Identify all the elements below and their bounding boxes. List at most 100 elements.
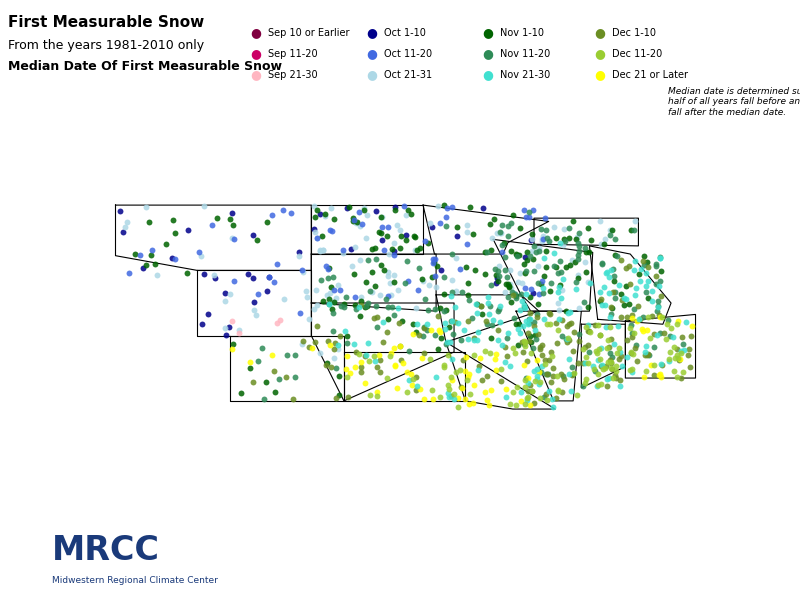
Point [218, 323, 231, 333]
Point [642, 312, 654, 322]
Point [533, 379, 546, 389]
Point [518, 252, 531, 262]
Point [258, 394, 270, 403]
Point [580, 352, 593, 362]
Point [611, 322, 624, 331]
Point [337, 245, 350, 255]
Polygon shape [534, 218, 638, 246]
Polygon shape [230, 335, 344, 401]
Point [471, 328, 484, 337]
Text: Dec 11-20: Dec 11-20 [612, 49, 662, 59]
Point [438, 289, 450, 299]
Point [496, 240, 509, 250]
Point [642, 349, 654, 359]
Point [330, 364, 343, 373]
Point [386, 244, 399, 253]
Point [476, 375, 489, 385]
Point [382, 302, 394, 311]
Point [393, 318, 406, 328]
Point [521, 356, 534, 365]
Point [604, 226, 617, 235]
Point [621, 335, 634, 345]
Point [554, 267, 567, 277]
Point [424, 218, 437, 228]
Point [511, 250, 524, 260]
Point [359, 350, 372, 359]
Point [301, 292, 314, 302]
Point [522, 386, 534, 396]
Point [348, 242, 361, 252]
Point [382, 291, 394, 301]
Point [670, 344, 683, 353]
Point [645, 360, 658, 370]
Point [535, 277, 548, 286]
Point [582, 359, 594, 368]
Point [577, 358, 590, 368]
Point [417, 322, 430, 331]
Point [626, 332, 638, 342]
Point [532, 261, 545, 271]
Point [614, 382, 626, 391]
Point [451, 222, 464, 232]
Point [348, 215, 361, 224]
Point [355, 357, 368, 367]
Point [327, 215, 340, 224]
Point [354, 362, 367, 372]
Point [466, 398, 479, 407]
Text: Nov 11-20: Nov 11-20 [500, 49, 550, 59]
Point [507, 210, 520, 220]
Point [359, 301, 372, 311]
Point [524, 331, 537, 340]
Point [609, 361, 622, 371]
Point [514, 290, 527, 299]
Point [544, 310, 557, 319]
Point [601, 343, 614, 353]
Polygon shape [197, 271, 311, 335]
Point [524, 348, 537, 358]
Point [502, 232, 514, 241]
Point [505, 247, 518, 256]
Point [501, 352, 514, 361]
Point [674, 373, 687, 383]
Point [523, 308, 536, 317]
Point [530, 334, 543, 344]
Point [462, 296, 475, 305]
Point [634, 314, 646, 324]
Point [494, 317, 506, 327]
Point [474, 301, 487, 311]
Point [572, 337, 585, 346]
Point [555, 293, 568, 302]
Point [447, 389, 460, 399]
Point [552, 385, 565, 394]
Point [546, 403, 559, 412]
Point [117, 227, 130, 236]
Point [346, 261, 358, 271]
Point [523, 314, 536, 323]
Point [638, 350, 651, 359]
Text: ●: ● [366, 47, 378, 61]
Point [640, 268, 653, 278]
Point [531, 312, 544, 322]
Polygon shape [582, 324, 626, 388]
Point [648, 342, 661, 352]
Point [562, 335, 575, 345]
Point [460, 227, 473, 236]
Point [462, 372, 475, 382]
Point [480, 371, 493, 380]
Point [411, 285, 424, 295]
Point [579, 379, 592, 388]
Point [654, 253, 666, 262]
Point [594, 331, 606, 340]
Point [387, 343, 400, 353]
Point [322, 263, 335, 273]
Point [341, 351, 354, 361]
Point [615, 361, 628, 371]
Point [410, 303, 422, 313]
Point [338, 326, 351, 336]
Text: MRCC: MRCC [52, 534, 160, 567]
Point [288, 373, 301, 382]
Point [181, 268, 194, 278]
Point [582, 320, 594, 330]
Point [426, 394, 439, 404]
Point [500, 392, 513, 401]
